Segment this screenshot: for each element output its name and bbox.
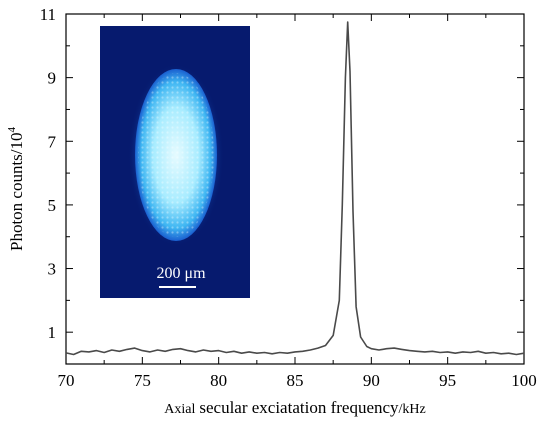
y-tick-label: 3 — [48, 260, 57, 279]
x-tick-label: 90 — [363, 371, 380, 390]
series-line — [65, 21, 525, 356]
y-tick-label: 11 — [40, 5, 56, 24]
y-tick-label: 7 — [48, 132, 57, 151]
y-tick-label: 9 — [48, 69, 57, 88]
x-tick-label: 80 — [210, 371, 227, 390]
scale-bar-label: 200 μm — [156, 265, 206, 282]
x-tick-label: 75 — [134, 371, 151, 390]
x-tick-label: 95 — [439, 371, 456, 390]
x-tick-label: 70 — [58, 371, 75, 390]
ion-crystal-lattice — [138, 73, 214, 237]
y-axis-label: Photon counts/104 — [6, 126, 26, 251]
inset-image: 200 μm — [100, 26, 250, 298]
y-tick-label: 5 — [48, 196, 57, 215]
y-tick-label: 1 — [48, 323, 57, 342]
x-tick-label: 85 — [287, 371, 304, 390]
x-tick-label: 100 — [511, 371, 537, 390]
x-axis-label: Axial secular exciatation frequency/kHz — [164, 398, 426, 417]
